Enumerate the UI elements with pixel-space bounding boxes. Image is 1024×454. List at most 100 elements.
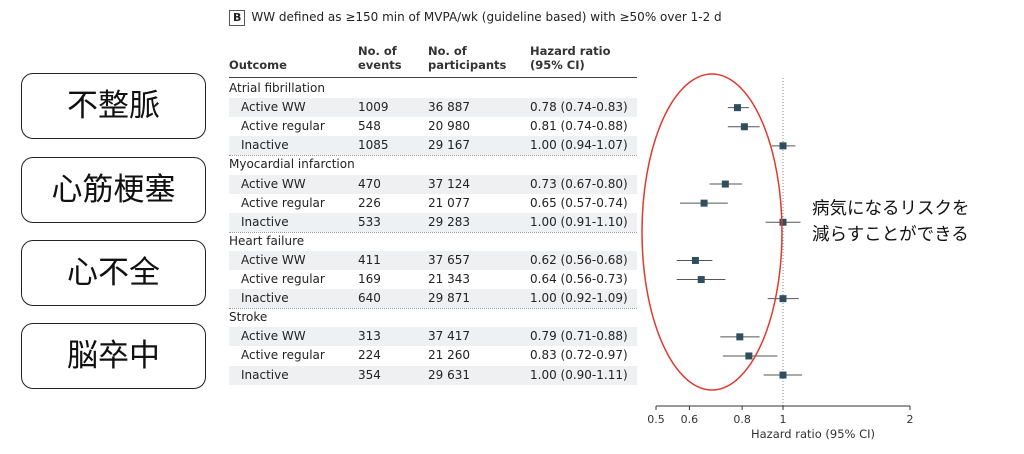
cell-events: 354 (358, 367, 381, 382)
cell-participants: 21 077 (428, 195, 470, 210)
cell-label: Active regular (241, 272, 325, 286)
panel-title: B WW defined as ≥150 min of MVPA/wk (guid… (229, 10, 722, 26)
x-tick-label: 0.6 (681, 413, 699, 426)
cell-hr-text: 1.00 (0.92-1.09) (530, 291, 628, 306)
cell-events: 533 (358, 214, 381, 229)
header-rule (229, 77, 637, 78)
header-participants-line2: participants (428, 58, 507, 72)
table-row: Inactive 1085 29 167 1.00 (0.94-1.07) (229, 136, 637, 156)
hr-point (736, 333, 744, 341)
table-row: Active WW 411 37 657 0.62 (0.56-0.68) (229, 250, 637, 270)
annotation-line1: 病気になるリスクを (812, 199, 970, 219)
hr-point (779, 218, 787, 226)
cell-label: Inactive (241, 138, 289, 153)
cell-events: 1085 (358, 138, 389, 153)
group-header: Myocardial infarction (229, 155, 637, 174)
plot-marks (676, 104, 803, 379)
cell-events: 470 (358, 176, 381, 191)
hr-point (691, 256, 699, 264)
group-outcome-label: Heart failure (229, 233, 305, 248)
hr-point (745, 352, 753, 360)
cell-label: Active WW (241, 100, 306, 115)
cell-events: 224 (358, 348, 381, 363)
x-tick-label: 0.8 (733, 413, 751, 426)
hr-point (700, 199, 708, 207)
cell-hr-text: 0.73 (0.67-0.80) (530, 176, 628, 191)
cell-hr-text: 0.78 (0.74-0.83) (530, 100, 628, 115)
table-row: Active WW 313 37 417 0.79 (0.71-0.88) (229, 327, 637, 347)
group-divider (229, 231, 637, 233)
cell-participants: 20 980 (428, 119, 470, 134)
hr-point (740, 123, 748, 131)
cell-hr-text: 0.65 (0.57-0.74) (530, 195, 628, 210)
group-divider (229, 308, 637, 310)
group-header: Heart failure (229, 232, 637, 251)
panel-title-text: WW defined as ≥150 min of MVPA/wk (guide… (251, 10, 722, 24)
group-outcome-label: Atrial fibrillation (229, 81, 325, 95)
cell-label: Active WW (241, 252, 306, 267)
annotation: 病気になるリスクを 減らすことができる (812, 196, 970, 248)
table-row: Inactive 533 29 283 1.00 (0.91-1.10) (229, 212, 637, 232)
label-box-arrhythmia: 不整脈 (21, 73, 206, 139)
cell-participants: 29 631 (428, 367, 470, 382)
hr-point (697, 276, 705, 284)
header-hr-line1: Hazard ratio (530, 44, 611, 58)
table-row: Active WW 470 37 124 0.73 (0.67-0.80) (229, 174, 637, 194)
cell-participants: 37 124 (428, 176, 470, 191)
hr-point (779, 295, 787, 303)
cell-participants: 21 260 (428, 348, 470, 363)
cell-hr-text: 0.62 (0.56-0.68) (530, 252, 628, 267)
hr-point (733, 104, 741, 112)
x-tick-label: 0.5 (647, 413, 665, 426)
cell-hr-text: 0.64 (0.56-0.73) (530, 272, 628, 286)
cell-events: 313 (358, 329, 381, 344)
label-box-myocardial-infarction: 心筋梗塞 (21, 157, 206, 223)
cell-hr-text: 0.79 (0.71-0.88) (530, 329, 628, 344)
header-hr-line2: (95% CI) (530, 58, 585, 72)
cell-label: Active regular (241, 195, 325, 210)
table-row: Active regular 169 21 343 0.64 (0.56-0.73) (229, 270, 637, 289)
x-tick-label: 2 (907, 413, 914, 426)
cell-participants: 37 417 (428, 329, 470, 344)
cell-label: Inactive (241, 291, 289, 306)
group-header: Stroke (229, 308, 637, 327)
hr-point (721, 180, 729, 188)
hr-point (779, 142, 787, 150)
group-divider (229, 155, 637, 157)
header-participants: No. of participants (428, 44, 506, 72)
highlight-ellipse (641, 73, 783, 391)
group-header: Atrial fibrillation (229, 79, 637, 98)
x-ticks: 0.5 0.6 0.8 1 2 (647, 406, 914, 426)
cell-hr-text: 0.83 (0.72-0.97) (530, 348, 628, 363)
group-outcome-label: Stroke (229, 310, 268, 325)
header-hazard-ratio: Hazard ratio (95% CI) (530, 44, 611, 72)
cell-hr-text: 0.81 (0.74-0.88) (530, 119, 628, 134)
cell-label: Inactive (241, 367, 289, 382)
cell-hr-text: 1.00 (0.90-1.11) (530, 367, 628, 382)
cell-label: Active regular (241, 119, 325, 134)
table-row: Inactive 354 29 631 1.00 (0.90-1.11) (229, 365, 637, 385)
group-outcome-label: Myocardial infarction (229, 157, 355, 172)
header-events: No. of events (358, 44, 402, 72)
cell-events: 169 (358, 272, 381, 286)
table-row: Inactive 640 29 871 1.00 (0.92-1.09) (229, 289, 637, 309)
cell-participants: 29 871 (428, 291, 470, 306)
cell-participants: 29 283 (428, 214, 470, 229)
cell-participants: 37 657 (428, 252, 470, 267)
cell-participants: 29 167 (428, 138, 470, 153)
cell-participants: 21 343 (428, 272, 470, 286)
cell-label: Active regular (241, 348, 325, 363)
header-events-line1: No. of (358, 44, 397, 58)
header-events-line2: events (358, 58, 402, 72)
cell-label: Active WW (241, 176, 306, 191)
table-row: Active regular 224 21 260 0.83 (0.72-0.97) (229, 346, 637, 365)
cell-events: 640 (358, 291, 381, 306)
cell-events: 411 (358, 252, 381, 267)
header-participants-line1: No. of (428, 44, 467, 58)
header-outcome: Outcome (229, 58, 287, 72)
table-row: Active WW 1009 36 887 0.78 (0.74-0.83) (229, 98, 637, 118)
cell-hr-text: 1.00 (0.91-1.10) (530, 214, 628, 229)
cell-hr-text: 1.00 (0.94-1.07) (530, 138, 628, 153)
panel-letter: B (229, 10, 246, 26)
annotation-line2: 減らすことができる (812, 225, 969, 245)
